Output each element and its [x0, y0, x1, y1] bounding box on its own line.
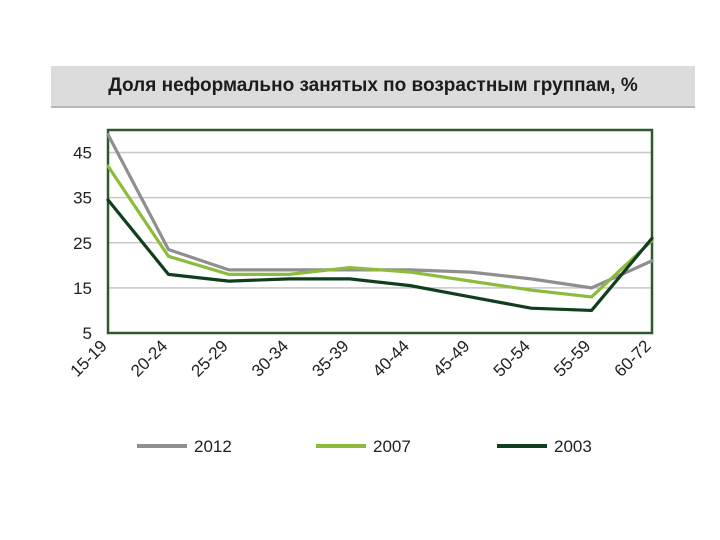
legend-label-2007: 2007	[373, 437, 411, 456]
series-line-2007	[106, 164, 654, 299]
series-line-2003	[106, 198, 654, 313]
plot-frame	[106, 128, 654, 335]
x-tick-label: 35-39	[308, 336, 352, 380]
legend-label-2003: 2003	[554, 437, 592, 456]
x-tick-label: 15-19	[67, 336, 111, 380]
y-tick-label: 25	[73, 234, 92, 253]
x-tick-label: 55-59	[550, 336, 594, 380]
x-tick-label: 60-72	[611, 336, 655, 380]
x-tick-label: 40-44	[369, 336, 413, 380]
chart-title: Доля неформально занятых по возрастным г…	[108, 75, 638, 96]
y-tick-label: 35	[73, 189, 92, 208]
legend-label-2012: 2012	[194, 437, 232, 456]
x-tick-label: 50-54	[490, 336, 534, 380]
x-tick-label: 30-34	[248, 336, 292, 380]
x-tick-label: 20-24	[127, 336, 171, 380]
chart-title-bar: Доля неформально занятых по возрастным г…	[51, 66, 695, 108]
x-tick-label: 25-29	[188, 336, 232, 380]
y-tick-label: 15	[73, 279, 92, 298]
x-tick-label: 45-49	[429, 336, 473, 380]
y-tick-label: 5	[83, 324, 92, 343]
y-tick-label: 45	[73, 144, 92, 163]
series-line-2012	[106, 132, 654, 290]
